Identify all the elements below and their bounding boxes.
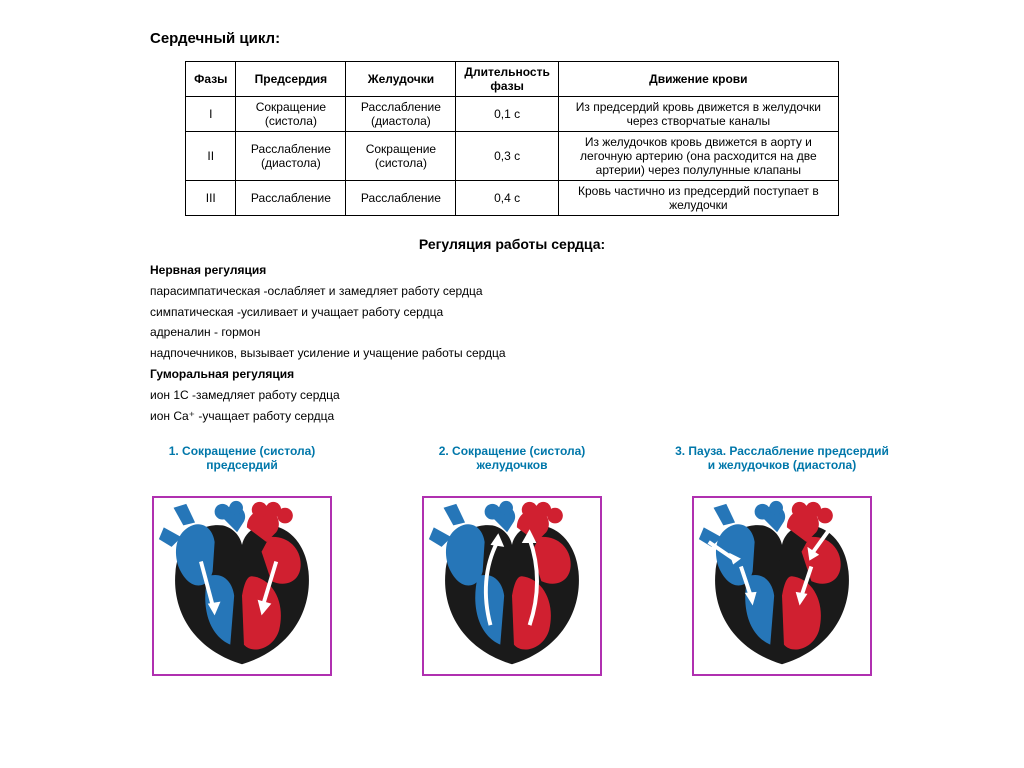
heart-1-box [152,496,332,676]
table-cell: I [186,97,236,132]
nerve-line: адреналин - гормон [150,324,964,341]
table-cell: Из желудочков кровь движется в аорту и л… [558,132,838,181]
heart-3: 3. Пауза. Расслабление предсердий и желу… [672,444,892,676]
table-cell: 0,3 с [456,132,558,181]
heart-3-caption: 3. Пауза. Расслабление предсердий и желу… [672,444,892,486]
heart-3-box [692,496,872,676]
table-cell: 0,1 с [456,97,558,132]
humoral-line: ион 1С -замедляет работу сердца [150,387,964,404]
table-header: Длительность фазы [456,62,558,97]
page-title: Сердечный цикл: [150,30,964,47]
nerve-title: Нервная регуляция [150,262,964,279]
nerve-line: симпатическая -усиливает и учащает работ… [150,304,964,321]
humoral-title: Гуморальная регуляция [150,366,964,383]
table-cell: II [186,132,236,181]
regulation-block: Нервная регуляция парасимпатическая -осл… [150,262,964,424]
table-header: Движение крови [558,62,838,97]
table-cell: 0,4 с [456,181,558,216]
table-cell: III [186,181,236,216]
table-row: IIIРасслаблениеРасслабление0,4 сКровь ча… [186,181,839,216]
table-cell: Расслабление (диастола) [346,97,456,132]
cycle-table: ФазыПредсердияЖелудочкиДлительность фазы… [185,61,839,216]
heart-2-box [422,496,602,676]
table-cell: Расслабление [346,181,456,216]
regulation-title: Регуляция работы сердца: [60,236,964,252]
heart-1-caption: 1. Сокращение (систола) предсердий [132,444,352,486]
humoral-line: ион Ca⁺ -учащает работу сердца [150,408,964,425]
table-row: IСокращение (систола)Расслабление (диаст… [186,97,839,132]
table-cell: Кровь частично из предсердий поступает в… [558,181,838,216]
nerve-line: надпочечников, вызывает усиление и учаще… [150,345,964,362]
heart-1: 1. Сокращение (систола) предсердий [132,444,352,676]
nerve-line: парасимпатическая -ослабляет и замедляет… [150,283,964,300]
table-cell: Сокращение (систола) [236,97,346,132]
table-cell: Расслабление [236,181,346,216]
table-row: IIРасслабление (диастола)Сокращение (сис… [186,132,839,181]
table-header: Предсердия [236,62,346,97]
heart-2: 2. Сокращение (систола) желудочков [402,444,622,676]
hearts-row: 1. Сокращение (систола) предсердий 2. Со… [60,444,964,676]
heart-2-caption: 2. Сокращение (систола) желудочков [402,444,622,486]
table-cell: Расслабление (диастола) [236,132,346,181]
table-header: Фазы [186,62,236,97]
table-cell: Из предсердий кровь движется в желудочки… [558,97,838,132]
table-header: Желудочки [346,62,456,97]
table-cell: Сокращение (систола) [346,132,456,181]
